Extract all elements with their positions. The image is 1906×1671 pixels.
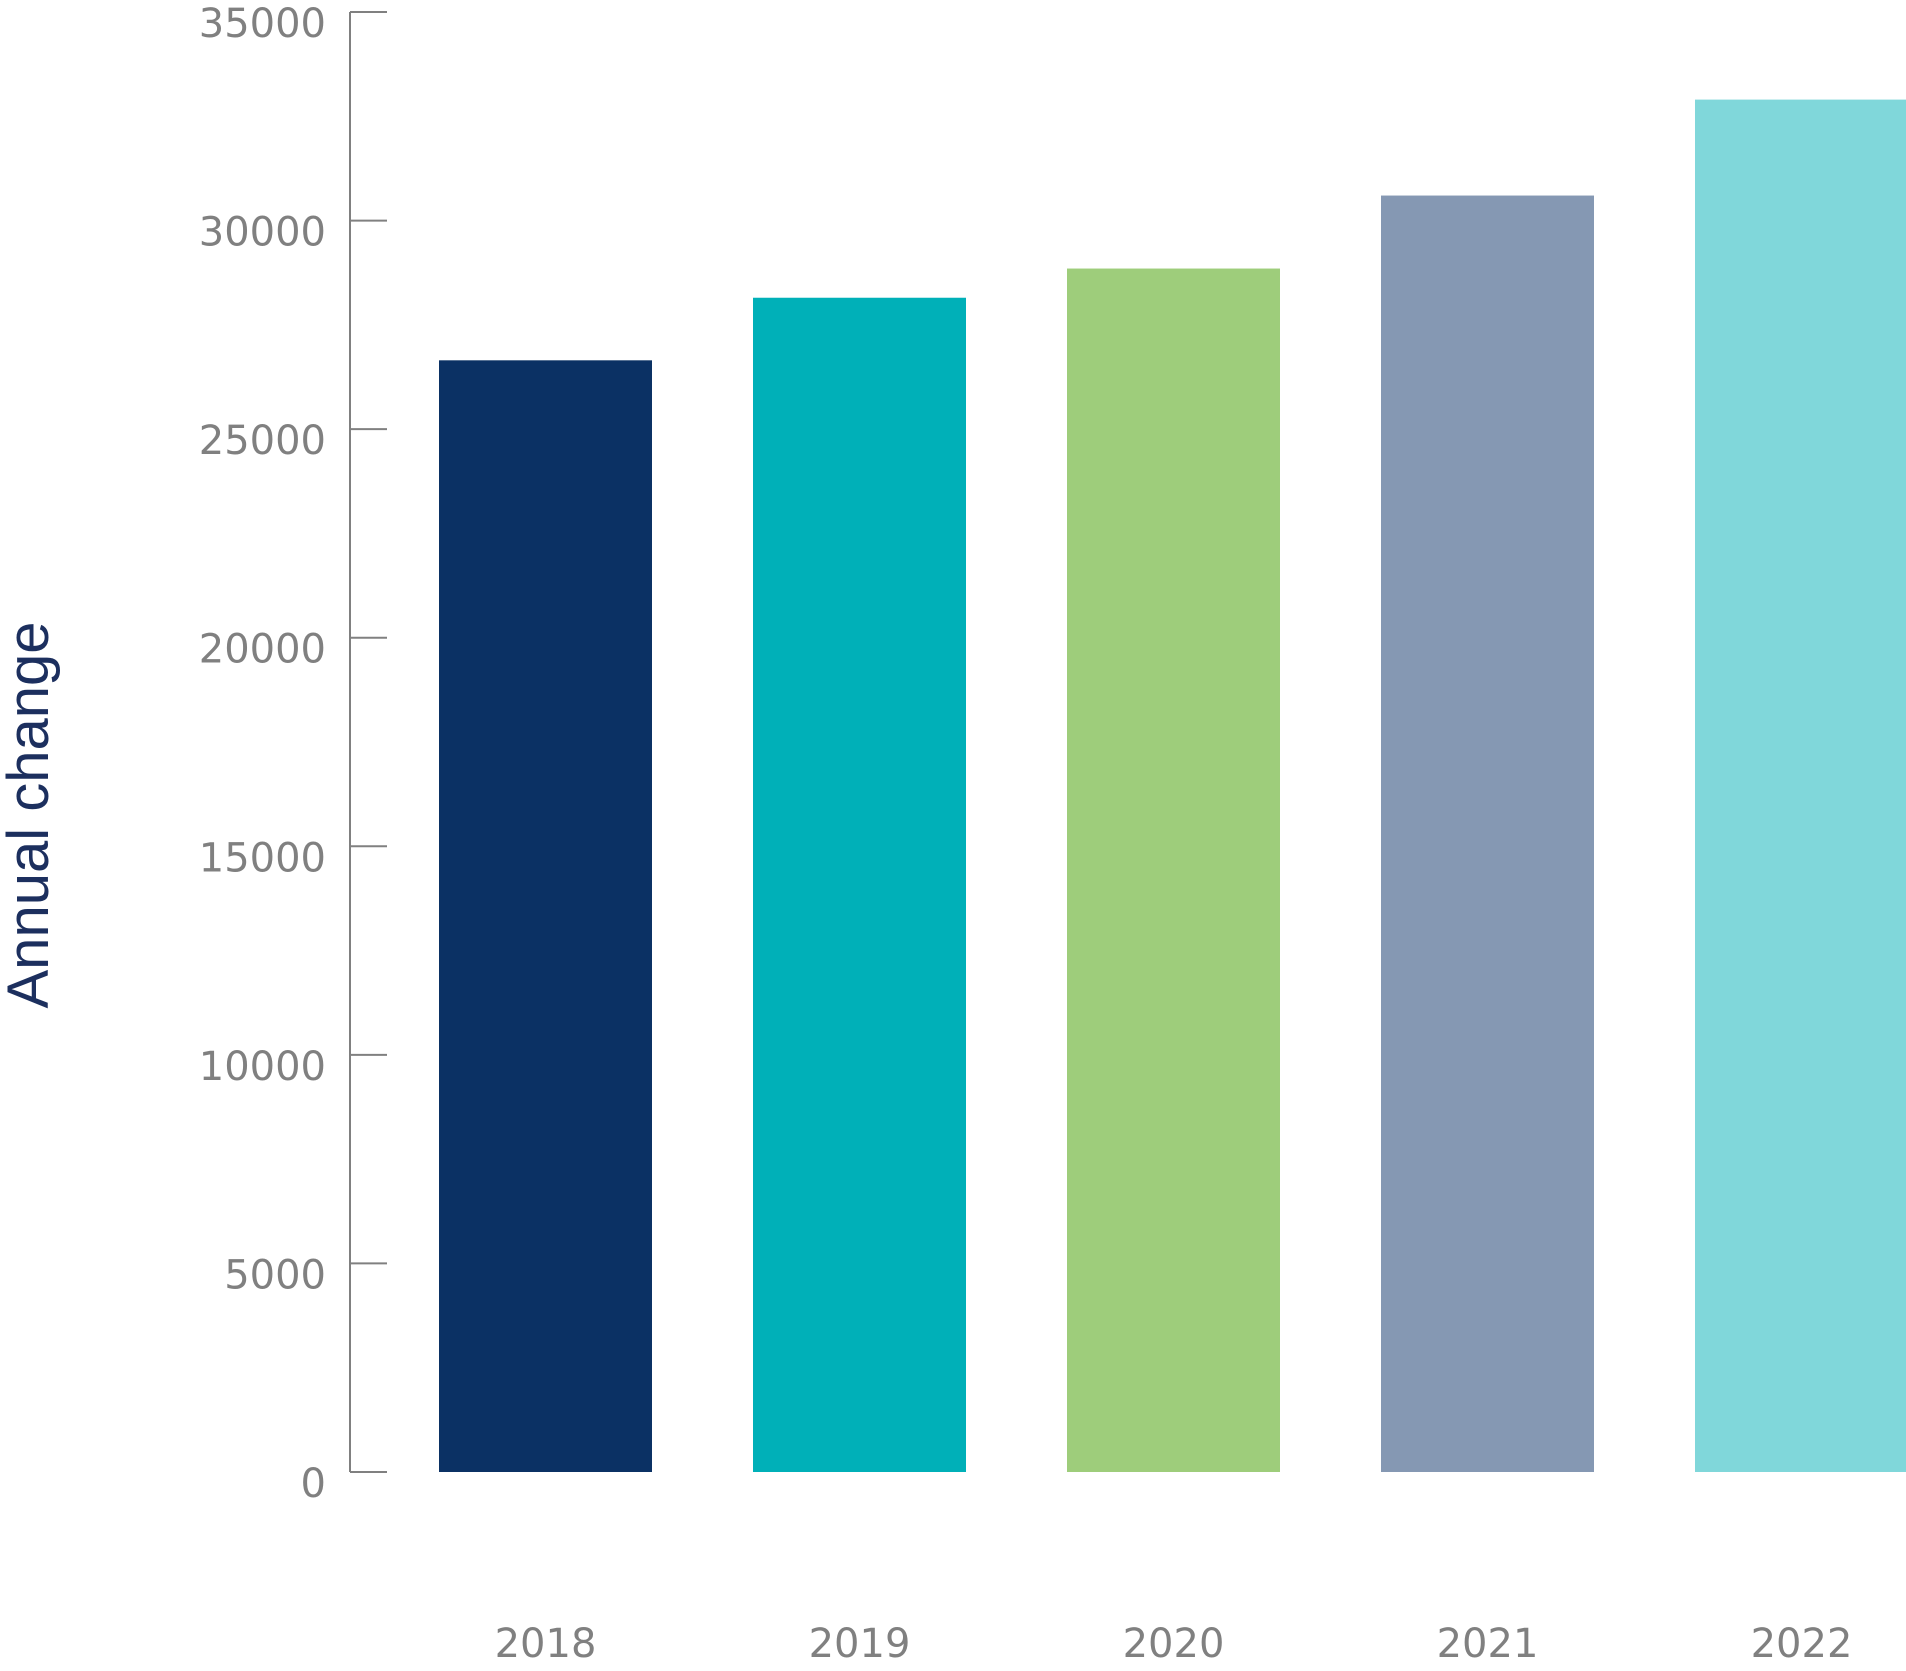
y-tick-label-0: 0 (301, 1461, 326, 1507)
x-tick-label-2021: 2021 (1437, 1621, 1539, 1667)
y-tick-label-35000: 35000 (199, 1, 326, 47)
x-tick-label-2018: 2018 (495, 1621, 597, 1667)
y-tick-label-5000: 5000 (224, 1252, 326, 1298)
x-tick-label-2022: 2022 (1751, 1621, 1853, 1667)
y-axis-title: Annual change (0, 622, 61, 1009)
x-axis-labels: 2018 2019 2020 2021 2022 (495, 1621, 1853, 1667)
bar-2020 (1067, 268, 1280, 1472)
bars (439, 99, 1906, 1473)
y-tick-label-10000: 10000 (199, 1044, 326, 1090)
bar-2021 (1381, 195, 1594, 1473)
y-tick-label-15000: 15000 (199, 835, 326, 881)
y-tick-label-25000: 25000 (199, 418, 326, 464)
x-tick-label-2020: 2020 (1123, 1621, 1225, 1667)
y-tick-label-20000: 20000 (199, 627, 326, 673)
y-axis-tick-labels: 0 5000 10000 15000 20000 25000 30000 35000 (199, 1, 326, 1507)
bar-2019 (753, 297, 966, 1472)
y-axis-ticks (350, 11, 387, 1473)
bar-2018 (439, 360, 652, 1472)
x-tick-label-2019: 2019 (809, 1621, 911, 1667)
y-tick-label-30000: 30000 (199, 210, 326, 256)
bar-2022 (1695, 99, 1906, 1473)
